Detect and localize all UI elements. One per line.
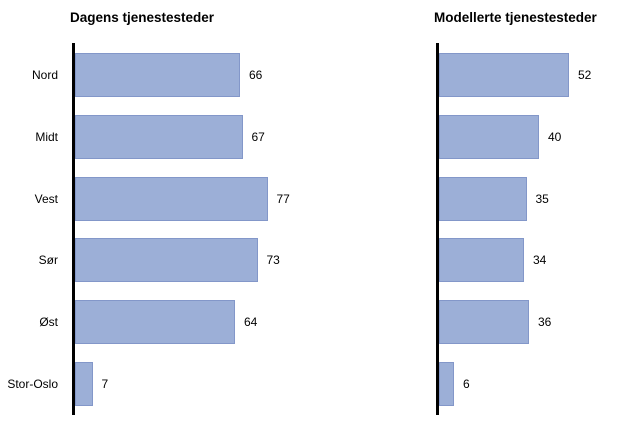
value-label: 34 <box>533 253 547 268</box>
category-label: Nord <box>31 67 58 82</box>
bar <box>439 114 539 159</box>
bar <box>75 114 243 159</box>
category-label: Midt <box>35 129 58 144</box>
category-label: Sør <box>38 253 58 268</box>
value-label: 40 <box>548 129 562 144</box>
value-label: 52 <box>578 67 592 82</box>
category-label: Øst <box>39 315 58 330</box>
bar <box>439 176 527 221</box>
value-label: 35 <box>535 191 549 206</box>
bar <box>439 52 569 97</box>
value-label: 66 <box>249 67 263 82</box>
bar <box>75 362 93 407</box>
category-label: Stor-Oslo <box>7 377 58 392</box>
value-label: 67 <box>251 129 265 144</box>
bar <box>439 238 524 283</box>
y-axis-line <box>72 43 75 415</box>
bar <box>75 52 240 97</box>
bar <box>75 300 235 345</box>
bar <box>75 176 268 221</box>
right-chart-title: Modellerte tjenestesteder <box>434 10 597 25</box>
value-label: 73 <box>266 253 280 268</box>
y-axis-line <box>436 43 439 415</box>
bar <box>75 238 258 283</box>
category-label: Vest <box>34 191 58 206</box>
bar <box>439 300 529 345</box>
value-label: 64 <box>244 315 258 330</box>
left-chart-title: Dagens tjenestesteder <box>70 10 215 25</box>
value-label: 36 <box>538 315 552 330</box>
bar <box>439 362 454 407</box>
value-label: 7 <box>101 377 109 392</box>
value-label: 6 <box>463 377 470 392</box>
value-label: 77 <box>276 191 290 206</box>
